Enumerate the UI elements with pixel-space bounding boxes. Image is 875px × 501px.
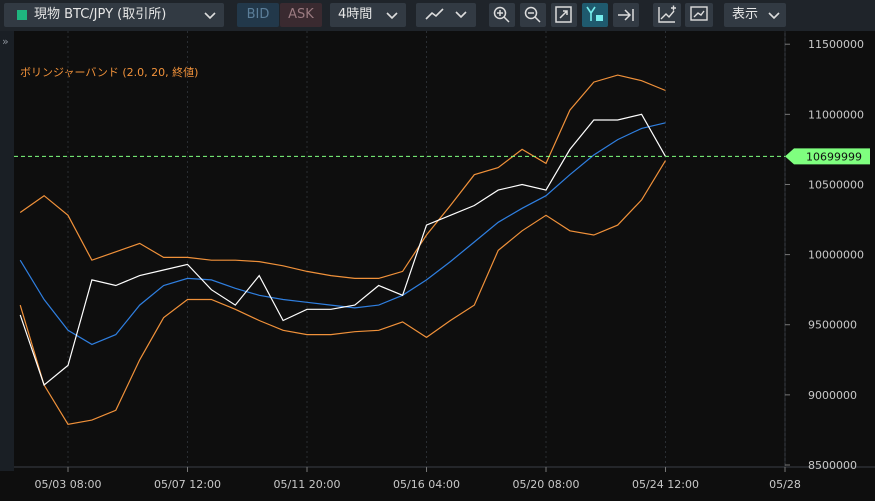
x-tick-label: 05/24 12:00: [632, 478, 699, 491]
x-tick-label: 05/20 08:00: [513, 478, 580, 491]
interval-text: 4時間: [338, 7, 373, 22]
ask-button[interactable]: ASK: [280, 3, 322, 27]
x-tick-label: 05/28: [769, 478, 801, 491]
current-price-tag: [785, 148, 870, 165]
chart-background: [0, 31, 875, 501]
series-line: [19, 160, 667, 425]
symbol-icon: [17, 10, 27, 20]
current-price-label: 10699999: [806, 150, 862, 163]
display-text: 表示: [732, 7, 759, 22]
expand-toggle[interactable]: »: [2, 35, 9, 48]
series-line: [19, 122, 666, 346]
chart-type-selector[interactable]: [416, 3, 476, 27]
dropdown-arrow: [386, 12, 398, 20]
y-tick-label: 8500000: [808, 459, 857, 472]
toolbar: 現物 BTC/JPY (取引所) BID ASK 4時間 表示: [0, 0, 875, 32]
zoom-in-button[interactable]: [489, 3, 515, 27]
y-tick-label: 11000000: [808, 108, 864, 121]
x-tick-label: 05/11 20:00: [274, 478, 341, 491]
series-line: [19, 74, 666, 279]
series-line: [19, 113, 667, 387]
fit-button[interactable]: [551, 3, 577, 27]
x-tick-label: 05/16 04:00: [393, 478, 460, 491]
chart: » ボリンジャーバンド (2.0, 20, 終値) 05/03 08:00 05/…: [0, 31, 875, 501]
interval-selector[interactable]: 4時間: [330, 3, 406, 27]
y-tick-label: 10000000: [808, 249, 864, 262]
add-indicator-button[interactable]: [653, 3, 681, 27]
symbol-text: 現物 BTC/JPY (取引所): [34, 7, 167, 22]
y-tick-label: 9000000: [808, 389, 857, 402]
bid-button[interactable]: BID: [237, 3, 279, 27]
x-tick-label: 05/03 08:00: [35, 478, 102, 491]
side-panel: [0, 31, 14, 471]
auto-scale-button[interactable]: [582, 3, 608, 27]
x-tick-label: 05/07 12:00: [154, 478, 221, 491]
y-tick-label: 11500000: [808, 38, 864, 51]
symbol-selector[interactable]: 現物 BTC/JPY (取引所): [4, 3, 224, 27]
chart-type-icon: [425, 8, 467, 20]
zoom-out-button[interactable]: [520, 3, 546, 27]
dropdown-arrow: [768, 12, 780, 20]
plot-area: [19, 74, 667, 425]
display-menu[interactable]: 表示: [724, 3, 786, 27]
scroll-end-button[interactable]: [613, 3, 639, 27]
compare-button[interactable]: [685, 3, 713, 27]
indicator-label: ボリンジャーバンド (2.0, 20, 終値): [20, 65, 198, 79]
dropdown-arrow: [204, 12, 216, 20]
y-tick-label: 10500000: [808, 178, 864, 191]
y-tick-label: 9500000: [808, 319, 857, 332]
